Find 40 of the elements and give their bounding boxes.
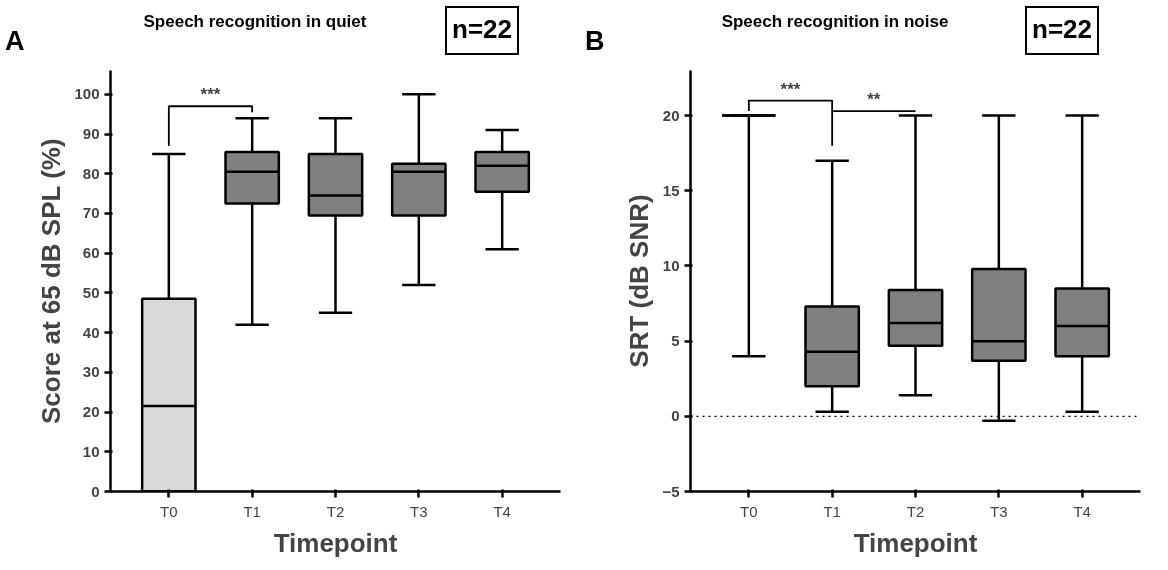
text: A: [5, 25, 25, 58]
annotation: **: [867, 90, 881, 110]
y-tick-label: 10: [662, 256, 680, 274]
chart-title: Speech recognition in noise: [721, 11, 949, 33]
y-tick-label: 15: [662, 181, 680, 199]
x-tick-label: T4: [1073, 502, 1091, 520]
text: n=22: [1032, 13, 1092, 46]
y-tick-label: 100: [74, 85, 100, 103]
text: B: [585, 25, 605, 58]
annotation: ***: [780, 79, 801, 99]
y-tick-label: −5: [662, 482, 680, 500]
x-tick-label: T2: [906, 502, 925, 520]
x-tick-label: T2: [326, 502, 345, 520]
x-tick-label: T0: [160, 502, 178, 520]
y-tick-label: 70: [82, 204, 100, 222]
x-tick-label: T0: [740, 502, 758, 520]
y-tick-label: 20: [82, 403, 100, 421]
text: n=22: [452, 13, 512, 46]
y-tick-label: 60: [82, 244, 100, 262]
x-tick-label: T3: [410, 502, 428, 520]
y-tick-label: 30: [82, 363, 100, 381]
y-tick-label: 20: [662, 106, 680, 124]
y-tick-label: 0: [671, 407, 680, 425]
y-tick-label: 5: [671, 332, 680, 350]
annotation: ***: [200, 85, 221, 105]
x-tick-label: T4: [493, 502, 511, 520]
y-tick-label: 10: [82, 442, 100, 460]
y-tick-label: 50: [82, 283, 100, 301]
x-tick-label: T1: [823, 502, 841, 520]
x-axis-title: Timepoint: [273, 527, 398, 558]
y-tick-label: 40: [82, 323, 100, 341]
y-tick-label: 80: [82, 164, 100, 182]
x-axis-title: Timepoint: [853, 527, 978, 558]
y-tick-label: 90: [82, 125, 100, 143]
x-tick-label: T1: [243, 502, 261, 520]
chart-title: Speech recognition in quiet: [143, 11, 367, 33]
x-tick-label: T3: [990, 502, 1008, 520]
y-tick-label: 0: [91, 482, 100, 500]
y-axis-title: SRT (dB SNR): [624, 194, 655, 368]
y-axis-title: Score at 65 dB SPL (%): [36, 138, 67, 425]
